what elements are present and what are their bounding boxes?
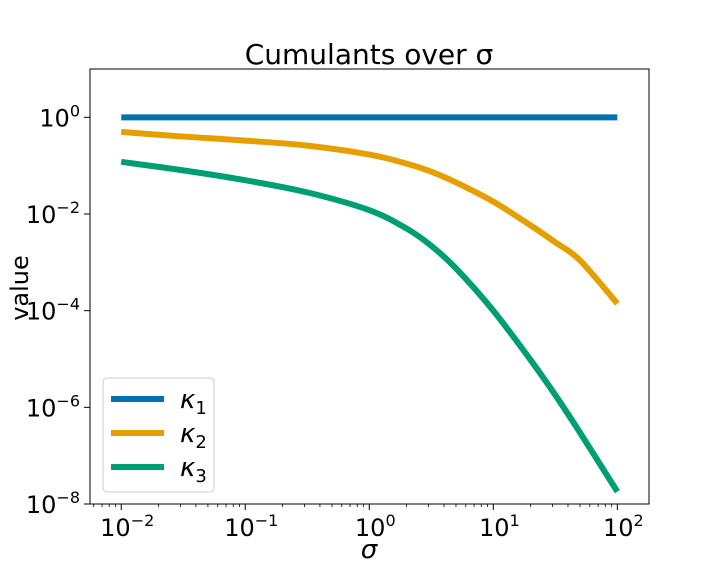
x-axis-label: σ: [361, 535, 379, 565]
legend-label-kappa-2: κ2: [180, 419, 207, 453]
series-line-kappa-3: [120, 158, 620, 494]
x-tick-label: 10−2: [100, 511, 154, 542]
y-tick-label: 10−2: [26, 198, 80, 229]
y-axis-label: value: [6, 255, 34, 321]
x-axis-ticks: 10−2 10−1 100 101 102: [93, 504, 644, 542]
legend-label-kappa-3: κ3: [180, 453, 207, 487]
y-tick-label: 10−8: [26, 488, 80, 519]
y-tick-label: 10−6: [26, 391, 80, 422]
x-tick-label: 101: [479, 511, 520, 542]
x-tick-label: 10−1: [224, 511, 278, 542]
x-tick-label: 100: [355, 511, 396, 542]
legend-label-kappa-1: κ1: [180, 385, 207, 419]
y-tick-label: 100: [39, 101, 80, 132]
plot-lines: [120, 114, 620, 494]
x-tick-label: 102: [603, 511, 644, 542]
y-tick-label: 10−4: [26, 295, 80, 326]
y-axis-ticks: 100 10−2 10−4 10−6 10−8: [26, 101, 90, 519]
series-line-kappa-2: [121, 128, 620, 306]
chart-title: Cumulants over σ: [245, 38, 494, 71]
